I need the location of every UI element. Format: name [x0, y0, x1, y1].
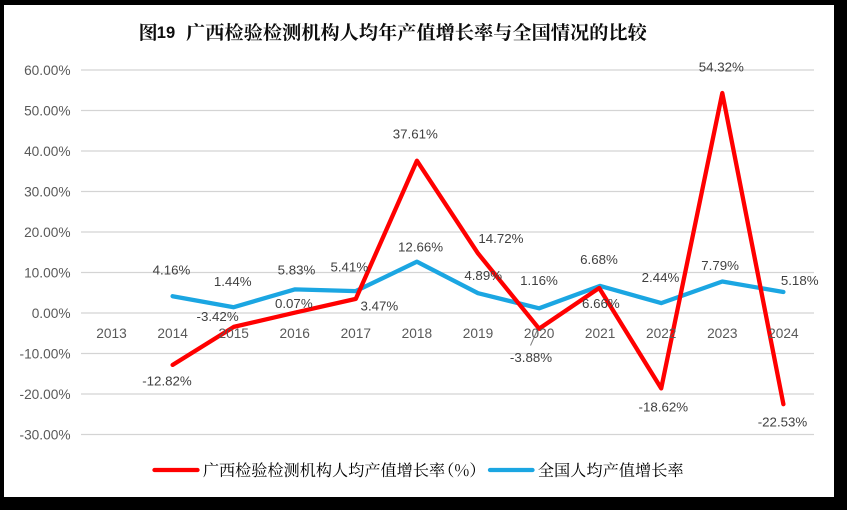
svg-text:10.00%: 10.00% — [24, 265, 70, 280]
svg-text:20.00%: 20.00% — [24, 225, 70, 240]
svg-text:-12.82%: -12.82% — [142, 373, 192, 388]
svg-text:4.89%: 4.89% — [464, 268, 502, 283]
svg-text:30.00%: 30.00% — [24, 184, 70, 199]
svg-text:2022: 2022 — [646, 326, 676, 341]
svg-text:50.00%: 50.00% — [24, 103, 70, 118]
svg-text:37.61%: 37.61% — [393, 127, 438, 142]
svg-text:-30.00%: -30.00% — [20, 427, 71, 442]
svg-text:-3.88%: -3.88% — [510, 350, 552, 365]
svg-text:2023: 2023 — [707, 326, 738, 341]
svg-text:5.41%: 5.41% — [330, 260, 368, 275]
svg-text:2024: 2024 — [768, 326, 799, 341]
svg-text:7.79%: 7.79% — [701, 258, 739, 273]
svg-text:6.66%: 6.66% — [582, 296, 620, 311]
svg-text:12.66%: 12.66% — [398, 240, 443, 255]
svg-text:2015: 2015 — [218, 326, 249, 341]
svg-text:54.32%: 54.32% — [699, 59, 744, 74]
svg-text:-10.00%: -10.00% — [20, 346, 71, 361]
svg-text:2013: 2013 — [96, 326, 127, 341]
svg-text:2020: 2020 — [524, 326, 555, 341]
svg-text:0.00%: 0.00% — [32, 306, 71, 321]
svg-text:2016: 2016 — [279, 326, 310, 341]
svg-text:2014: 2014 — [157, 326, 188, 341]
svg-text:-20.00%: -20.00% — [20, 387, 71, 402]
svg-text:3.47%: 3.47% — [361, 299, 399, 314]
svg-text:2019: 2019 — [463, 326, 493, 341]
svg-text:2017: 2017 — [341, 326, 371, 341]
svg-text:-3.42%: -3.42% — [197, 309, 239, 324]
svg-text:40.00%: 40.00% — [24, 144, 70, 159]
svg-text:-22.53%: -22.53% — [758, 415, 808, 430]
svg-text:2018: 2018 — [402, 326, 433, 341]
svg-text:2021: 2021 — [585, 326, 615, 341]
svg-text:-18.62%: -18.62% — [639, 399, 689, 414]
svg-text:1.16%: 1.16% — [520, 273, 558, 288]
svg-text:14.72%: 14.72% — [478, 231, 523, 246]
svg-text:60.00%: 60.00% — [24, 63, 70, 78]
svg-text:6.68%: 6.68% — [580, 252, 618, 267]
svg-text:5.18%: 5.18% — [781, 273, 819, 288]
svg-text:0.07%: 0.07% — [275, 296, 313, 311]
svg-text:5.83%: 5.83% — [278, 263, 316, 278]
svg-text:4.16%: 4.16% — [153, 263, 191, 278]
svg-text:19: 19 — [157, 24, 175, 42]
svg-text:1.44%: 1.44% — [214, 274, 252, 289]
svg-text:2.44%: 2.44% — [642, 270, 680, 285]
